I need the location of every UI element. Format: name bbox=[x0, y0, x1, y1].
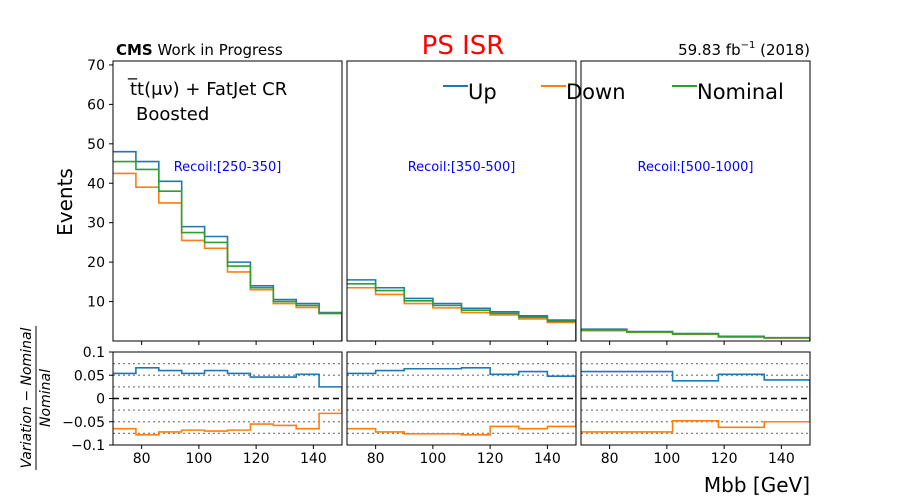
histogram-frame bbox=[112, 60, 343, 342]
ratio-y-tick-label: −0.05 bbox=[62, 415, 105, 431]
ratio-frame bbox=[580, 351, 811, 446]
axis-labels: Events Variation − Nominal Nominal Mbb [… bbox=[19, 168, 810, 497]
x-axis-label: Mbb [GeV] bbox=[704, 473, 810, 497]
down-histogram-line bbox=[347, 286, 576, 341]
legend-item-nominal: Nominal bbox=[672, 80, 784, 104]
y-axis-label-events: Events bbox=[53, 168, 77, 236]
cms-label: CMS bbox=[116, 41, 153, 59]
recoil-label: Recoil:[250-350] bbox=[174, 160, 282, 175]
legend: Up Down Nominal bbox=[443, 80, 784, 104]
top-y-tick-label: 30 bbox=[87, 216, 105, 232]
ratio-y-tick-label: 0.1 bbox=[83, 345, 105, 361]
ratio-up-line bbox=[113, 367, 342, 399]
x-tick-label: 120 bbox=[477, 451, 504, 467]
legend-label-down: Down bbox=[566, 80, 626, 104]
histogram-area bbox=[347, 279, 576, 341]
legend-item-up: Up bbox=[443, 80, 497, 104]
luminosity-label: 59.83 fb−1 (2018) bbox=[678, 40, 810, 59]
x-tick-label: 100 bbox=[186, 451, 213, 467]
header: CMS Work in Progress PS ISR 59.83 fb−1 (… bbox=[116, 31, 810, 61]
ratio-frame bbox=[346, 351, 577, 446]
recoil-label: Recoil:[350-500] bbox=[408, 160, 516, 175]
process-label-line1: t̅t(μν) + FatJet CR bbox=[127, 78, 287, 100]
x-tick-label: 80 bbox=[601, 451, 619, 467]
histogram-area bbox=[113, 150, 342, 341]
ratio-down-line bbox=[581, 398, 810, 433]
legend-item-down: Down bbox=[541, 80, 626, 104]
x-tick-label: 100 bbox=[654, 451, 681, 467]
x-tick-label: 120 bbox=[243, 451, 270, 467]
ratio-down-line bbox=[347, 398, 576, 436]
ratio-up-line bbox=[581, 370, 810, 399]
nominal-histogram-line bbox=[347, 283, 576, 341]
y-axis-label-ratio: Variation − Nominal Nominal bbox=[19, 326, 54, 470]
x-tick-label: 80 bbox=[367, 451, 385, 467]
x-tick-label: 140 bbox=[768, 451, 795, 467]
ratio-y-tick-label: 0.05 bbox=[74, 368, 105, 384]
down-histogram-line bbox=[113, 172, 342, 341]
nominal-histogram-line bbox=[581, 329, 810, 341]
histogram-frame bbox=[346, 60, 577, 342]
process-label: t̅t(μν) + FatJet CR Boosted bbox=[127, 78, 287, 125]
down-histogram-line bbox=[581, 329, 810, 341]
ratio-area bbox=[347, 363, 576, 436]
top-y-tick-label: 70 bbox=[87, 58, 105, 74]
legend-label-up: Up bbox=[468, 80, 497, 104]
top-y-tick-label: 10 bbox=[87, 295, 105, 311]
x-tick-label: 100 bbox=[420, 451, 447, 467]
nominal-histogram-line bbox=[113, 160, 342, 341]
ratio-label-numerator: Variation − Nominal bbox=[19, 327, 35, 468]
x-tick-label: 140 bbox=[300, 451, 327, 467]
ratio-label-denominator: Nominal bbox=[38, 369, 54, 427]
x-tick-label: 80 bbox=[133, 451, 151, 467]
ratio-y-tick-label: 0 bbox=[96, 392, 105, 408]
histogram-area bbox=[581, 328, 810, 341]
process-label-line2: Boosted bbox=[136, 104, 209, 125]
panel-3: Recoil:[500-1000] 80 100 120 140 bbox=[580, 60, 811, 467]
ratio-down-line bbox=[113, 398, 342, 436]
chart-title: PS ISR bbox=[422, 31, 505, 61]
panel-2: Recoil:[350-500] 80 100 120 140 bbox=[346, 60, 577, 467]
experiment-label: CMS Work in Progress bbox=[116, 41, 283, 59]
histogram-frame bbox=[580, 60, 811, 342]
ratio-area bbox=[113, 363, 342, 436]
recoil-label: Recoil:[500-1000] bbox=[638, 160, 754, 175]
top-y-tick-label: 60 bbox=[87, 97, 105, 113]
panels: Recoil:[250-350] 80 100 120 140 10 20 30 40 50 60 7… bbox=[62, 58, 811, 467]
top-y-tick-label: 20 bbox=[87, 255, 105, 271]
ratio-up-line bbox=[347, 367, 576, 399]
status-label: Work in Progress bbox=[153, 41, 283, 59]
top-y-tick-label: 50 bbox=[87, 137, 105, 153]
x-tick-label: 140 bbox=[534, 451, 561, 467]
ratio-y-tick-label: −0.1 bbox=[71, 438, 105, 454]
top-y-tick-label: 40 bbox=[87, 176, 105, 192]
legend-label-nominal: Nominal bbox=[697, 80, 784, 104]
ratio-area bbox=[581, 363, 810, 434]
panel-1: Recoil:[250-350] 80 100 120 140 10 20 30 40 50 60 7… bbox=[62, 58, 343, 467]
x-tick-label: 120 bbox=[711, 451, 738, 467]
